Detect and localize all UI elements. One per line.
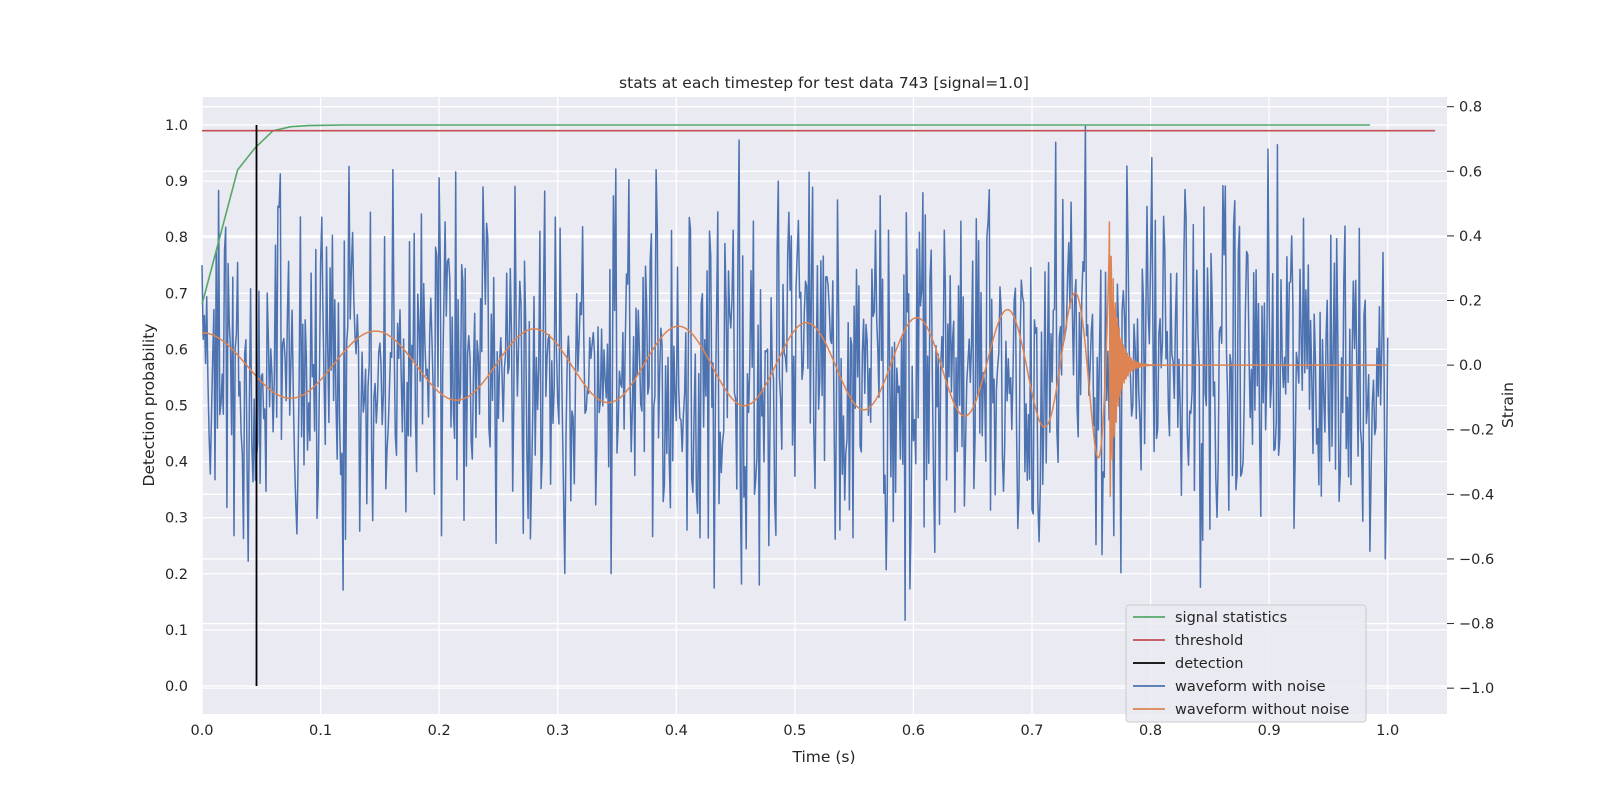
y-tick-label: 0.2 xyxy=(165,567,188,583)
y-tick-label: 0.6 xyxy=(165,342,188,358)
y-tick-label: 0.7 xyxy=(165,286,188,302)
y2-tick-label: 0.6 xyxy=(1459,164,1482,180)
y2-tick-label: 0.0 xyxy=(1459,358,1482,374)
y2-tick-label: 0.4 xyxy=(1459,229,1482,245)
x-tick-label: 0.0 xyxy=(190,723,213,739)
y2-tick-label: 0.2 xyxy=(1459,294,1482,310)
x-axis-ticks: 0.0 0.1 0.2 0.3 0.4 0.5 0.6 0.7 0.8 0.9 1.0 xyxy=(190,723,1399,739)
y2-axis-title: Strain xyxy=(1499,382,1517,428)
legend-box xyxy=(1125,604,1367,723)
series-waveform-without-noise xyxy=(201,221,1389,498)
x-tick-label: 0.1 xyxy=(309,723,332,739)
y2-tick-label: −0.6 xyxy=(1459,552,1494,568)
legend-label: detection xyxy=(1175,656,1243,672)
y-tick-label: 0.4 xyxy=(165,455,188,471)
chart-title: stats at each timestep for test data 743… xyxy=(619,74,1029,92)
legend-label: waveform without noise xyxy=(1175,702,1349,718)
x-tick-label: 0.2 xyxy=(428,723,451,739)
series-waveform-with-noise xyxy=(201,125,1389,622)
y-tick-label: 0.9 xyxy=(165,174,188,190)
legend-items: signal statistics threshold detection wavef… xyxy=(1133,610,1349,718)
x-tick-label: 0.7 xyxy=(1020,723,1043,739)
x-tick-label: 0.3 xyxy=(546,723,569,739)
y2-tick-label: −1.0 xyxy=(1459,681,1494,697)
legend-label: signal statistics xyxy=(1175,610,1287,626)
y-tick-label: 0.5 xyxy=(165,399,188,415)
y-tick-label: 0.3 xyxy=(165,511,188,527)
y2-tick-label: −0.2 xyxy=(1459,423,1494,439)
x-axis-title: Time (s) xyxy=(791,748,855,766)
x-tick-label: 0.6 xyxy=(902,723,925,739)
y-tick-label: 0.0 xyxy=(165,679,188,695)
legend-label: threshold xyxy=(1175,633,1243,649)
y2-tick-label: 0.8 xyxy=(1459,100,1482,116)
legend: signal statistics threshold detection wavef… xyxy=(1125,604,1367,723)
y-axis-title: Detection probability xyxy=(140,324,158,487)
y2-axis-ticks: −1.0 −0.8 −0.6 −0.4 −0.2 0.0 0.2 0.4 0.6 0.8 xyxy=(1447,100,1494,697)
series-layer xyxy=(201,124,1436,686)
y2-tick-label: −0.4 xyxy=(1459,487,1494,503)
x-tick-label: 0.9 xyxy=(1258,723,1281,739)
y-axis-ticks: 0.0 0.1 0.2 0.3 0.4 0.5 0.6 0.7 0.8 0.9 1.0 xyxy=(165,118,188,695)
y2-tick-label: −0.8 xyxy=(1459,617,1494,633)
y-tick-label: 1.0 xyxy=(165,118,188,134)
y-tick-label: 0.8 xyxy=(165,230,188,246)
y-tick-label: 0.1 xyxy=(165,623,188,639)
x-tick-label: 0.5 xyxy=(783,723,806,739)
x-tick-label: 0.8 xyxy=(1139,723,1162,739)
x-tick-label: 1.0 xyxy=(1376,723,1399,739)
series-signal-statistics xyxy=(201,124,1370,305)
x-tick-label: 0.4 xyxy=(665,723,688,739)
legend-label: waveform with noise xyxy=(1175,679,1326,695)
